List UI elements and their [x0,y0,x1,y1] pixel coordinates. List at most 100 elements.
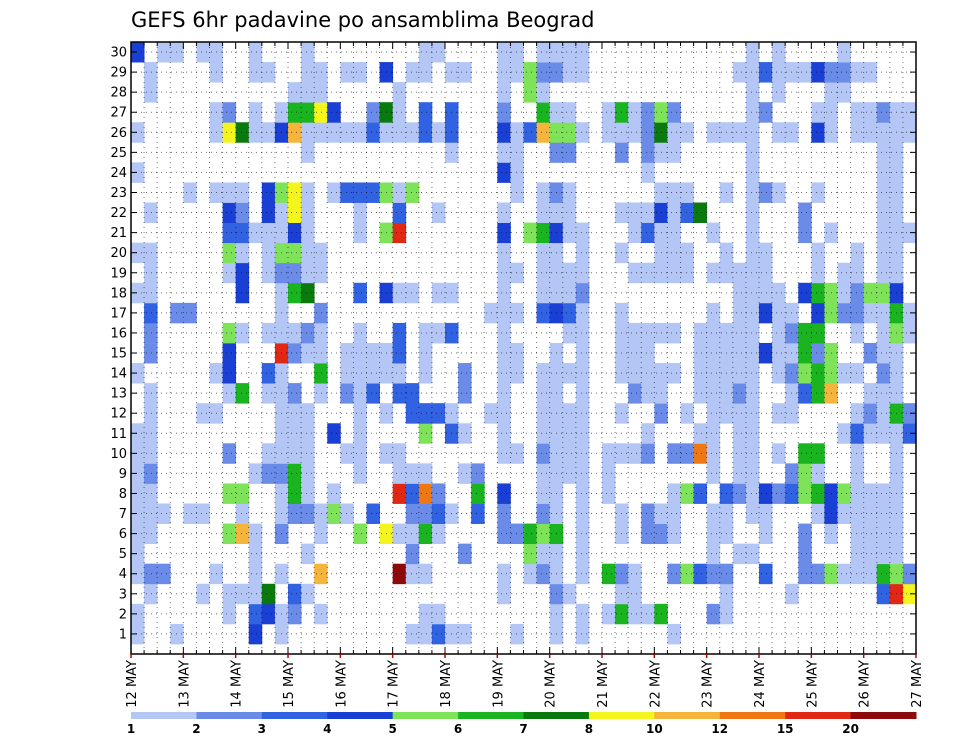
heatmap-cell [261,463,276,484]
heatmap-cell [288,503,302,524]
heatmap-cell [392,483,407,504]
heatmap-cell [248,62,263,83]
heatmap-cell [458,62,472,83]
heatmap-cell [745,202,760,223]
heatmap-cell [497,423,511,444]
heatmap-cell [261,443,276,464]
heatmap-cell [353,282,367,304]
y-tick-label: 17 [110,306,127,321]
heatmap-cell [811,242,825,264]
heatmap-cell [745,262,760,284]
heatmap-cell [392,122,407,143]
heatmap-cell [222,583,237,605]
colorbar-label: 8 [585,722,593,736]
colorbar-swatch [261,712,328,719]
heatmap-cell [667,102,681,123]
heatmap-cell [536,102,551,123]
heatmap-cell [497,483,511,504]
x-tick-label: 20 MAY [544,660,559,708]
heatmap-cell [405,383,420,404]
heatmap-cell [876,563,891,585]
heatmap-cell [745,342,760,364]
y-tick-label: 9 [119,467,127,482]
heatmap-cell [798,322,812,344]
heatmap-cell [497,503,511,524]
heatmap-cell [798,463,812,484]
heatmap-cell [693,363,708,384]
colorbar-swatch [131,712,197,719]
heatmap-cell [811,122,825,143]
heatmap-cell [863,342,878,364]
heatmap-cell [902,563,917,585]
heatmap-cell [523,523,537,545]
heatmap-cell [902,102,917,123]
heatmap-cell [405,122,420,143]
heatmap-cell [497,443,511,464]
heatmap-cell [157,503,171,524]
heatmap-cell [288,102,302,123]
heatmap-cell [902,583,917,605]
heatmap-cell [876,202,891,223]
heatmap-cell [340,182,354,203]
colorbar-swatch [458,712,524,719]
heatmap-cell [850,543,865,565]
heatmap-cell [876,162,891,183]
heatmap-cell [837,262,851,284]
heatmap-cell [314,603,328,625]
heatmap-cell [301,122,315,143]
heatmap-cell [131,603,145,625]
heatmap-cell [418,322,433,344]
heatmap-cell [536,463,551,484]
heatmap-cell [693,563,708,585]
heatmap-cell [811,62,825,83]
heatmap-cell [392,363,407,384]
heatmap-cell [680,563,694,585]
heatmap-cell [628,563,642,585]
heatmap-cell [144,523,158,545]
heatmap-cell [418,42,433,63]
colorbar-swatch [719,712,786,719]
heatmap-cell [510,342,524,364]
heatmap-cell [314,563,328,585]
heatmap-cell [248,102,263,123]
heatmap-cell [628,342,642,364]
heatmap-cell [131,543,145,565]
heatmap-cell [798,202,812,223]
y-tick-label: 12 [110,407,127,422]
heatmap-cell [706,443,721,464]
heatmap-cell [418,62,433,83]
heatmap-cell [562,322,577,344]
heatmap-cell [327,503,341,524]
heatmap-cell [693,383,708,404]
heatmap-cell [314,503,328,524]
heatmap-cell [405,282,420,304]
y-tick-label: 25 [110,146,127,161]
heatmap-cell [405,62,420,83]
y-tick-label: 28 [110,86,127,101]
x-tick-label: 13 MAY [177,660,192,708]
heatmap-cell [811,302,825,324]
y-tick-label: 5 [119,547,127,562]
heatmap-cell [458,383,472,404]
heatmap-cell [798,483,812,504]
heatmap-cell [798,222,812,244]
heatmap-cell [340,342,354,364]
x-tick-label: 17 MAY [387,660,402,708]
heatmap-cell [863,523,878,545]
heatmap-cell [353,443,367,464]
heatmap-cell [314,363,328,384]
heatmap-cell [759,242,773,264]
heatmap-cell [222,603,237,625]
heatmap-cell [850,503,865,524]
heatmap-cell [235,262,250,284]
heatmap-cell [562,182,577,203]
heatmap-cell [562,262,577,284]
heatmap-cell [745,102,760,123]
y-tick-label: 19 [110,266,127,281]
heatmap-cell [732,543,747,565]
heatmap-cell [261,322,276,344]
heatmap-cell [431,483,446,504]
x-axis: 12 MAY 13 MAY 14 MAY 15 MAY 16 MAY 17 MAY 18 M… [125,42,925,708]
heatmap-cell [497,563,511,585]
heatmap-cell [575,403,590,424]
